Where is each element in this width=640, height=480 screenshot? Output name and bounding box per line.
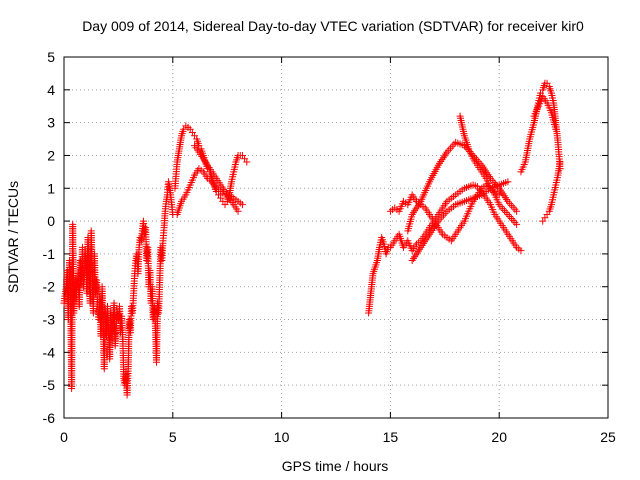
data-series — [456, 112, 521, 228]
y-tick-label: 3 — [47, 115, 55, 131]
x-tick-label: 25 — [600, 429, 616, 445]
y-tick-label: 0 — [47, 213, 55, 229]
data-series — [530, 92, 560, 133]
axis-ticks: 0 5 10 15 20 25 -6 -5 -4 -3 -2 -1 0 1 2 3 4 5 — [43, 49, 616, 445]
data-point — [504, 178, 512, 186]
y-tick-label: -2 — [43, 279, 56, 295]
data-series — [408, 178, 512, 264]
data-series — [539, 158, 564, 225]
x-tick-label: 20 — [491, 429, 507, 445]
data-point — [517, 247, 525, 255]
x-tick-label: 5 — [169, 429, 177, 445]
y-axis-label: SDTVAR / TECUs — [5, 181, 21, 293]
y-tick-label: -5 — [43, 377, 56, 393]
y-tick-label: 2 — [47, 147, 55, 163]
plot-frame — [63, 56, 609, 419]
data-point — [556, 158, 564, 166]
x-tick-label: 0 — [60, 429, 68, 445]
x-tick-label: 15 — [383, 429, 399, 445]
data-point — [238, 201, 246, 209]
y-tick-label: 5 — [47, 49, 55, 65]
data-points — [60, 79, 564, 399]
y-tick-label: -4 — [43, 344, 56, 360]
grid — [64, 57, 608, 418]
y-tick-label: 4 — [47, 82, 55, 98]
data-point — [513, 220, 521, 228]
y-tick-label: -3 — [43, 312, 56, 328]
y-tick-label: -1 — [43, 246, 56, 262]
data-point — [552, 125, 560, 133]
data-series — [365, 181, 525, 317]
chart-title: Day 009 of 2014, Sidereal Day-to-day VTE… — [82, 18, 584, 34]
data-series — [173, 165, 246, 219]
data-series — [60, 178, 177, 399]
x-tick-label: 10 — [274, 429, 290, 445]
y-tick-label: -6 — [43, 410, 56, 426]
data-point — [513, 207, 521, 215]
data-point — [234, 207, 242, 215]
data-point — [243, 158, 251, 166]
data-series — [191, 142, 242, 215]
data-series — [404, 138, 521, 235]
y-tick-label: 1 — [47, 180, 55, 196]
x-axis-label: GPS time / hours — [282, 458, 389, 474]
